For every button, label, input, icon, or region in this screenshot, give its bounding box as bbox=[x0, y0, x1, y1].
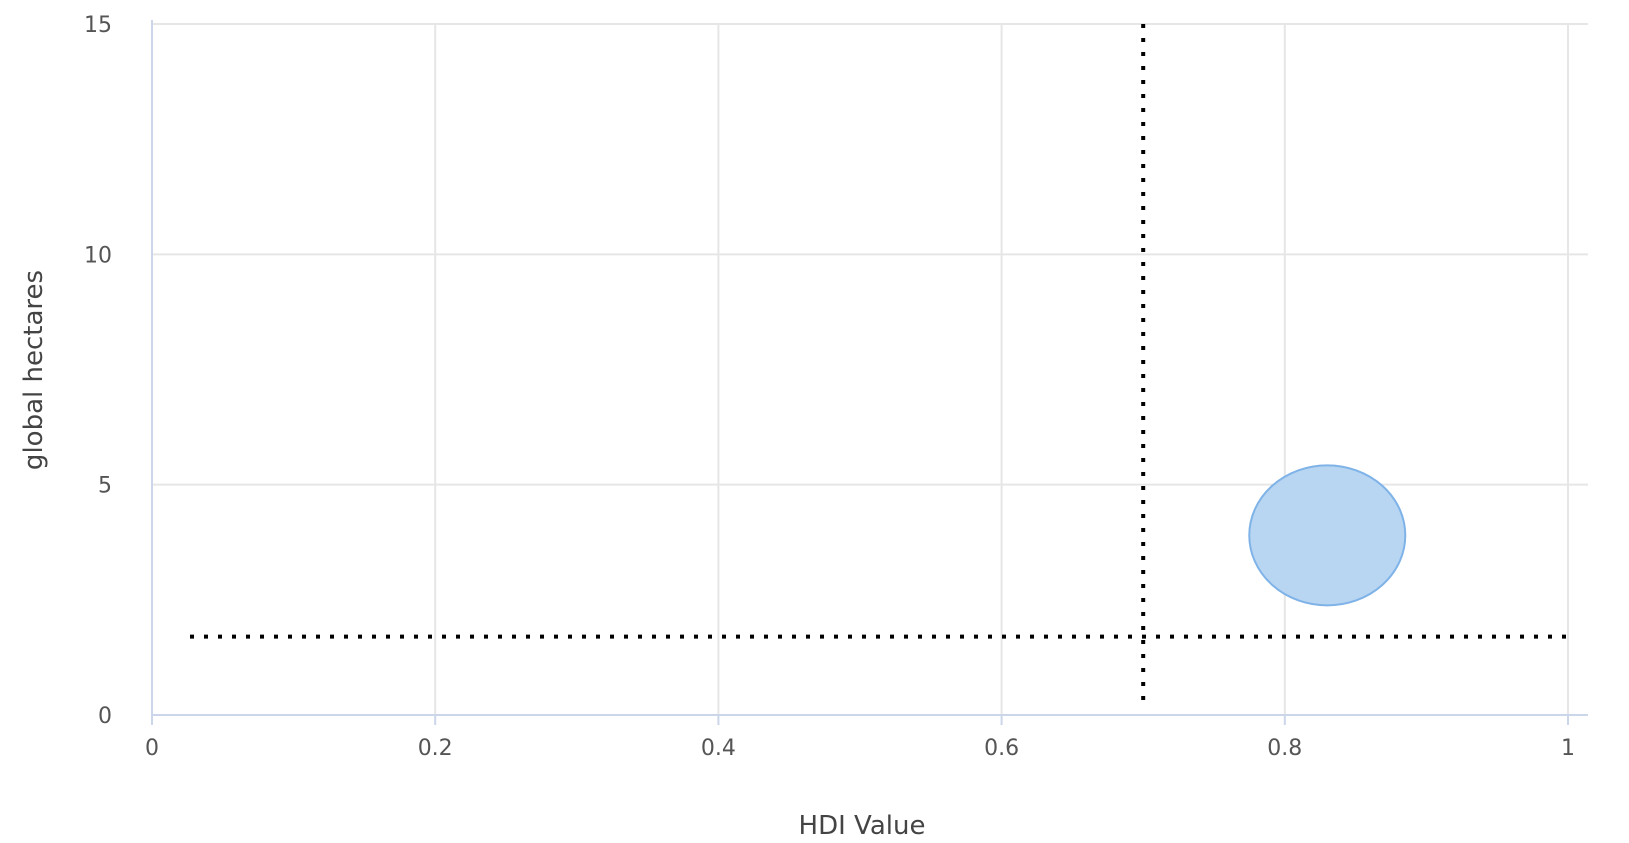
x-tick-label: 0.6 bbox=[984, 736, 1019, 761]
y-tick-label: 0 bbox=[98, 704, 112, 729]
bubble-point bbox=[1248, 464, 1407, 607]
y-tick-label: 15 bbox=[84, 13, 112, 38]
y-tick-labels: 0 5 10 15 bbox=[84, 13, 112, 729]
data-marks bbox=[1248, 464, 1407, 607]
x-tick-label: 0.4 bbox=[701, 736, 736, 761]
axes bbox=[151, 20, 1588, 725]
y-tick-label: 10 bbox=[84, 243, 112, 268]
x-tick-label: 0.8 bbox=[1267, 736, 1302, 761]
x-tick-label: 0 bbox=[145, 736, 159, 761]
x-axis-title: HDI Value bbox=[799, 811, 926, 841]
y-tick-label: 5 bbox=[98, 474, 112, 499]
x-tick-label: 0.2 bbox=[418, 736, 453, 761]
y-axis-title: global hectares bbox=[19, 270, 49, 470]
x-tick-label: 1 bbox=[1561, 736, 1575, 761]
x-tick-labels: 0 0.2 0.4 0.6 0.8 1 bbox=[145, 736, 1575, 761]
grid-lines bbox=[152, 23, 1588, 715]
reference-lines bbox=[190, 24, 1568, 705]
